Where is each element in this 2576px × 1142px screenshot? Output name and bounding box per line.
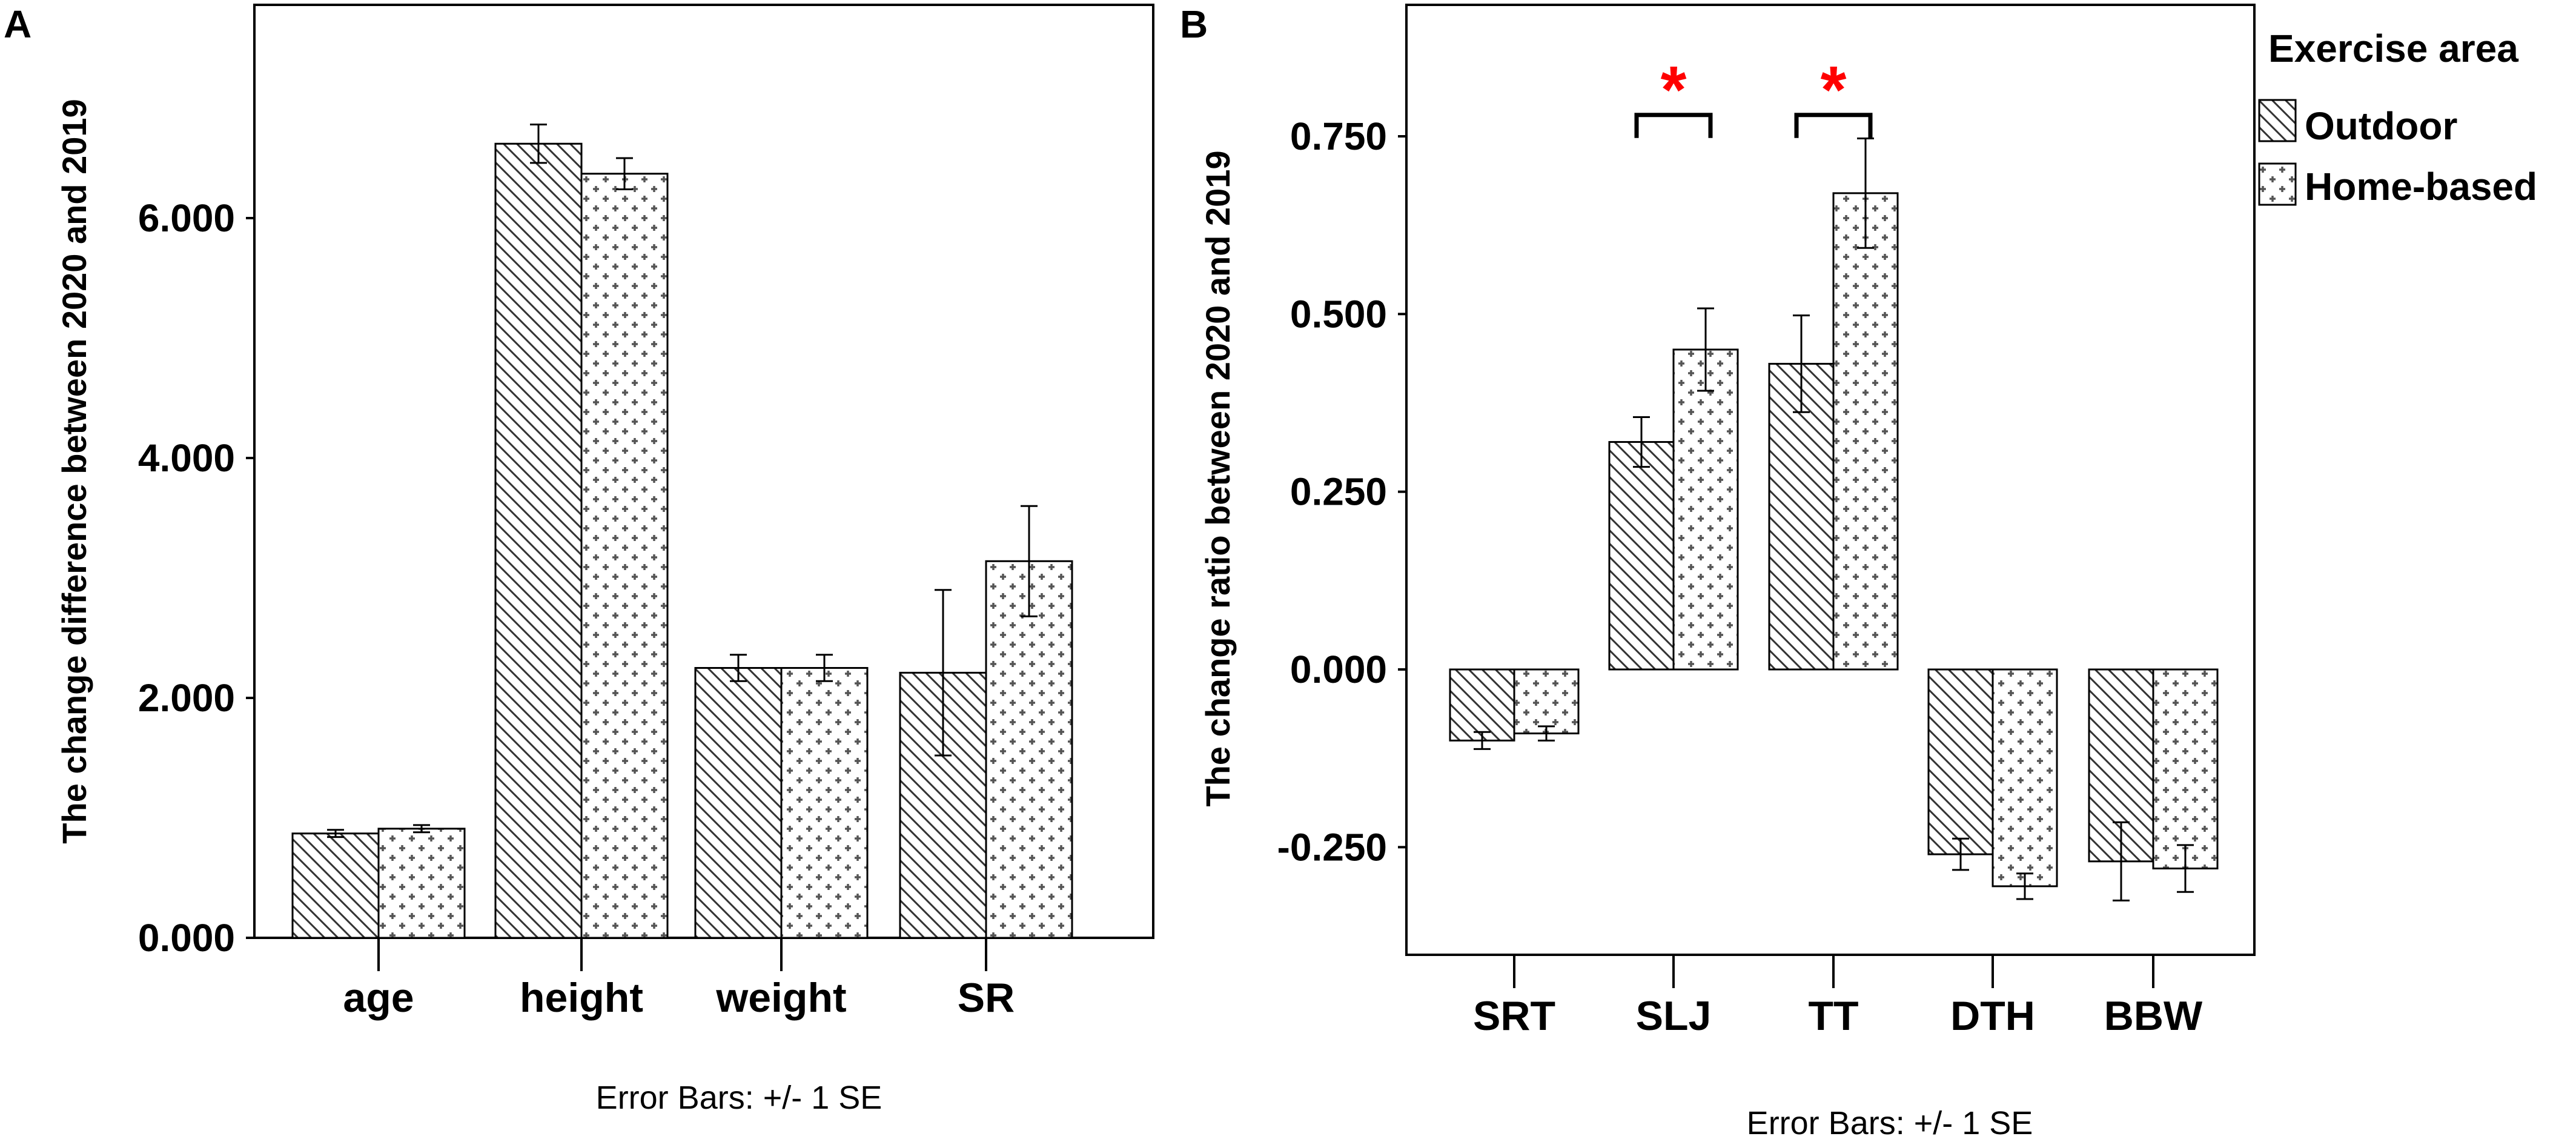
panel-b: B The change ratio between 2020 and 2019… — [1180, 2, 2256, 1141]
panel-b-bar-slj-outdoor — [1608, 441, 1675, 671]
panel-a-letter: A — [4, 2, 31, 46]
panel-a-category-label-weight: weight — [715, 975, 846, 1021]
panel-a-error-bar-weight-home-based — [816, 654, 833, 682]
panel-b-bar-tt-home-based — [1832, 192, 1899, 671]
panel-b-bar-slj-home-based — [1672, 348, 1739, 671]
panel-b-y-axis-title: The change ratio between 2020 and 2019 — [1199, 150, 1237, 806]
panel-b-significance-star-tt: * — [1821, 53, 1847, 127]
panel-b-y-tick-label: 0.000 — [1290, 648, 1387, 691]
panel-b-error-bar-tt-home-based — [1857, 138, 1874, 249]
panel-a-error-bar-height-outdoor — [530, 124, 547, 164]
panel-a-category-label-height: height — [520, 975, 643, 1021]
panel-b-significance-bracket-tt — [1794, 113, 1873, 138]
panel-b-bar-srt-outdoor — [1449, 668, 1515, 742]
panel-b-error-bar-dth-home-based — [2016, 872, 2033, 900]
panel-b-significance-star-slj: * — [1661, 53, 1687, 127]
panel-a-category-label-sr: SR — [958, 975, 1015, 1021]
panel-a-error-bar-sr-outdoor — [935, 589, 952, 757]
panel-a-bar-height-home-based — [580, 173, 669, 939]
panel-a-bar-age-home-based — [377, 828, 466, 939]
panel-b-bar-srt-home-based — [1513, 668, 1580, 735]
panel-b-error-bar-dth-outdoor — [1952, 837, 1969, 871]
panel-b-significance-bracket-slj — [1634, 113, 1713, 138]
panel-b-error-bar-srt-outdoor — [1474, 731, 1491, 750]
panel-b-error-bar-tt-outdoor — [1793, 314, 1810, 413]
panel-b-bar-dth-home-based — [1992, 668, 2058, 888]
legend-title: Exercise area — [2268, 27, 2518, 70]
legend: Exercise area Outdoor Home-based — [2258, 27, 2537, 208]
panel-a-y-axis-title: The change difference between 2020 and 2… — [55, 99, 93, 843]
panel-b-bar-bbw-home-based — [2152, 668, 2219, 870]
panel-b-category-label-dth: DTH — [1950, 993, 2035, 1039]
panel-b-category-label-slj: SLJ — [1636, 993, 1712, 1039]
panel-a-category-label-age: age — [343, 975, 414, 1021]
panel-b-letter: B — [1180, 2, 1208, 46]
panel-b-y-tick-label: -0.250 — [1277, 825, 1387, 869]
panel-b-category-label-srt: SRT — [1473, 993, 1555, 1039]
panel-b-bar-dth-outdoor — [1927, 668, 1994, 855]
panel-a-error-bar-height-home-based — [616, 157, 633, 190]
panel-a-error-bar-age-outdoor — [327, 829, 344, 838]
panel-b-error-bar-slj-home-based — [1697, 307, 1714, 392]
panel-a-bar-weight-home-based — [780, 667, 869, 939]
panel-b-bar-tt-outdoor — [1768, 362, 1835, 671]
panel-a-bar-height-outdoor — [494, 142, 583, 939]
panel-a-error-bar-age-home-based — [413, 824, 430, 834]
panel-a-bar-age-outdoor — [291, 832, 380, 939]
panel-b-plot-frame — [1405, 4, 2256, 956]
panel-b-error-bar-srt-home-based — [1538, 725, 1555, 742]
panel-a-bar-weight-outdoor — [694, 667, 783, 939]
panel-a-y-tick-label: 4.000 — [138, 436, 235, 480]
panel-b-y-tick-label: 0.500 — [1290, 292, 1387, 336]
panel-a-bar-sr-home-based — [985, 560, 1073, 939]
legend-label-outdoor: Outdoor — [2305, 104, 2457, 148]
panel-b-error-bar-bbw-outdoor — [2113, 821, 2130, 901]
panel-a-error-bar-weight-outdoor — [730, 654, 747, 682]
panel-a-error-bar-sr-home-based — [1021, 505, 1038, 617]
panel-a-y-tick-label: 0.000 — [138, 916, 235, 960]
panel-a-footnote: Error Bars: +/- 1 SE — [596, 1080, 882, 1116]
panel-b-category-label-bbw: BBW — [2104, 993, 2203, 1039]
panel-b-error-bar-bbw-home-based — [2177, 844, 2194, 893]
panel-a-y-tick-label: 2.000 — [138, 676, 235, 720]
panel-b-y-tick-label: 0.250 — [1290, 470, 1387, 514]
legend-swatch-home-based — [2258, 162, 2297, 206]
panel-a: A The change difference between 2020 and… — [4, 2, 1154, 1116]
legend-swatch-outdoor — [2258, 99, 2297, 142]
panel-b-error-bar-slj-outdoor — [1633, 416, 1650, 468]
panel-b-y-tick-label: 0.750 — [1290, 115, 1387, 158]
panel-b-category-label-tt: TT — [1808, 993, 1858, 1039]
panel-a-y-tick-label: 6.000 — [138, 196, 235, 240]
panel-b-footnote: Error Bars: +/- 1 SE — [1747, 1105, 2033, 1141]
legend-label-home-based: Home-based — [2305, 165, 2537, 208]
